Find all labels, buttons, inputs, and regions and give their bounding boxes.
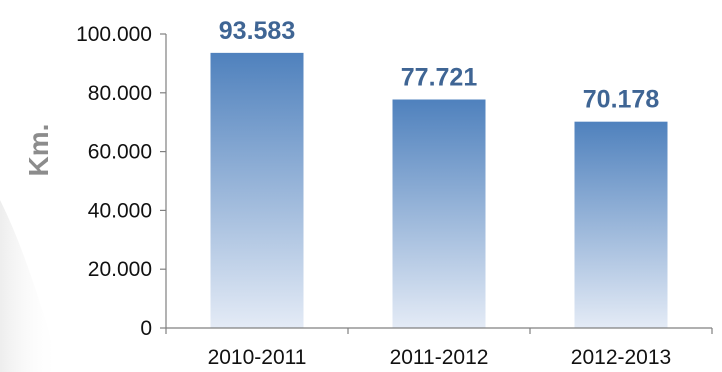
bar-data-label: 70.178 <box>583 86 660 114</box>
x-category-label: 2012-2013 <box>571 346 671 369</box>
y-tick-label: 20.000 <box>88 258 152 281</box>
x-axis: 2010-2011 2011-2012 2012-2013 <box>165 327 713 369</box>
y-tick-label: 60.000 <box>88 141 152 164</box>
x-category-label: 2010-2011 <box>208 346 307 369</box>
y-axis-title: Km. <box>23 124 54 177</box>
y-tick-label: 80.000 <box>88 82 152 105</box>
y-tick-label: 100.000 <box>76 23 152 46</box>
y-tick-label: 0 <box>140 317 152 340</box>
bar <box>574 121 668 328</box>
bar <box>392 99 486 328</box>
bar <box>210 52 304 329</box>
bar-data-label: 93.583 <box>219 17 295 45</box>
bars-group: 93.583 77.721 70.178 <box>210 17 668 329</box>
bar-data-label: 77.721 <box>401 64 478 92</box>
x-category-label: 2011-2012 <box>390 346 489 369</box>
y-tick-label: 40.000 <box>88 199 152 222</box>
y-axis: 0 20.000 40.000 60.000 80.000 100.000 <box>76 23 167 340</box>
background-swoosh <box>0 200 60 372</box>
